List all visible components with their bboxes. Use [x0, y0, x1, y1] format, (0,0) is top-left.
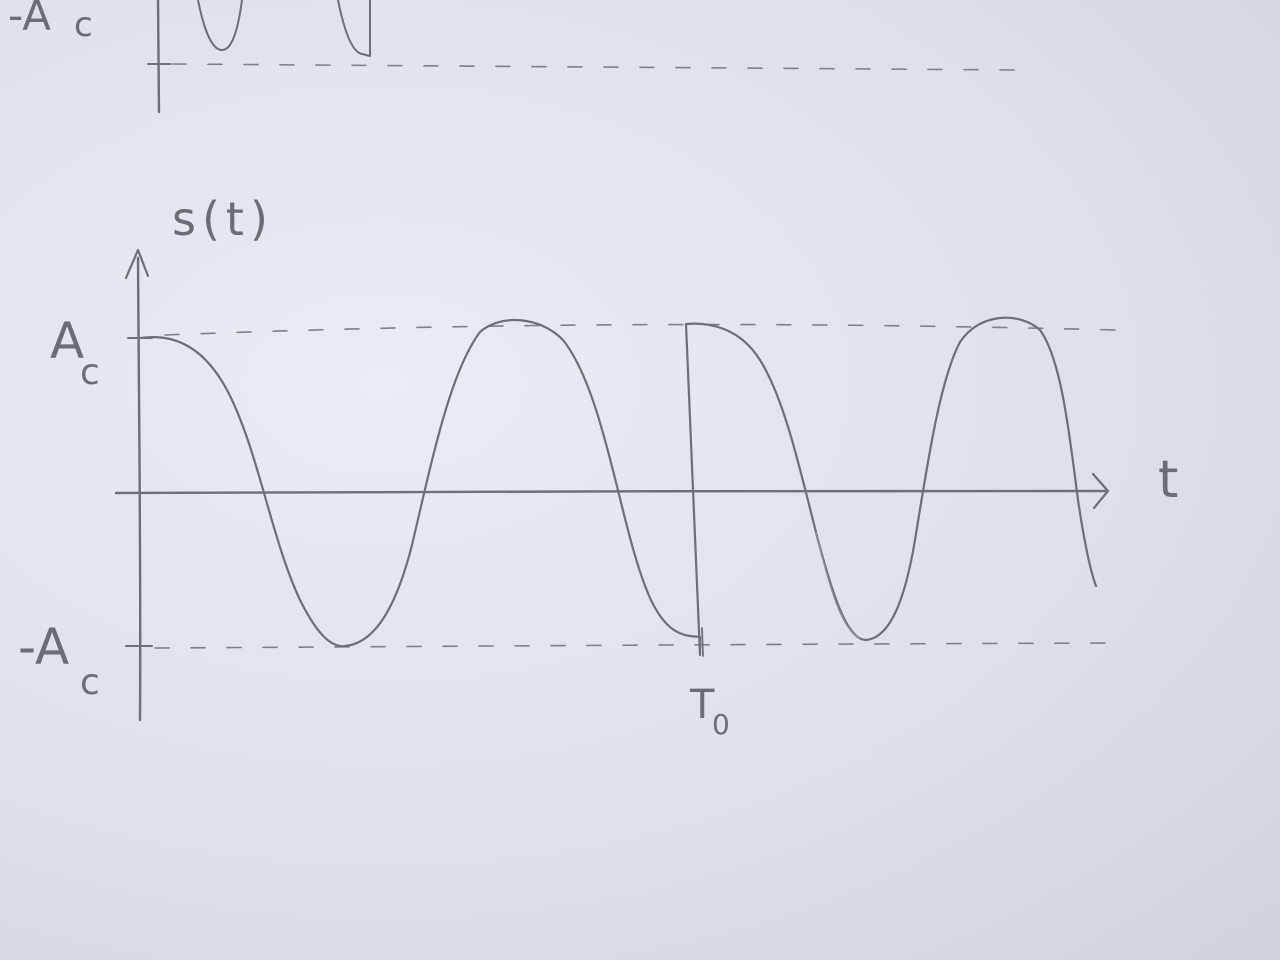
neg-amplitude-label: -A	[18, 618, 69, 676]
amplitude-label: A	[50, 312, 84, 370]
t0-tick	[701, 627, 704, 657]
top-y-axis	[156, 0, 161, 114]
neg-amplitude-dashed-line	[154, 642, 1119, 649]
top-wave-fragment-right	[337, 0, 371, 57]
y-axis-arrowhead	[124, 248, 150, 280]
signal-waveform	[139, 316, 1098, 657]
main-figure: s(t) t A c -A c T 0	[18, 192, 1178, 741]
top-wave-fragment	[197, 0, 243, 51]
t0-label: T	[689, 682, 715, 728]
amplitude-subscript: c	[80, 352, 100, 393]
t0-subscript: 0	[712, 708, 730, 741]
x-axis-label: t	[1158, 450, 1178, 510]
y-axis	[136, 256, 142, 722]
top-figure: -A c	[8, 0, 1016, 114]
amplitude-dashed-line	[164, 323, 1117, 336]
x-axis	[114, 489, 1108, 495]
top-neg-amplitude-subscript: c	[74, 5, 93, 45]
top-neg-amplitude-label: -A	[8, 0, 51, 40]
y-axis-label: s(t)	[172, 192, 274, 246]
top-neg-amplitude-dashed-line	[171, 63, 1016, 71]
neg-amplitude-subscript: c	[80, 662, 100, 703]
x-axis-arrowhead	[1091, 472, 1110, 510]
signal-waveform-retrace	[815, 531, 861, 639]
